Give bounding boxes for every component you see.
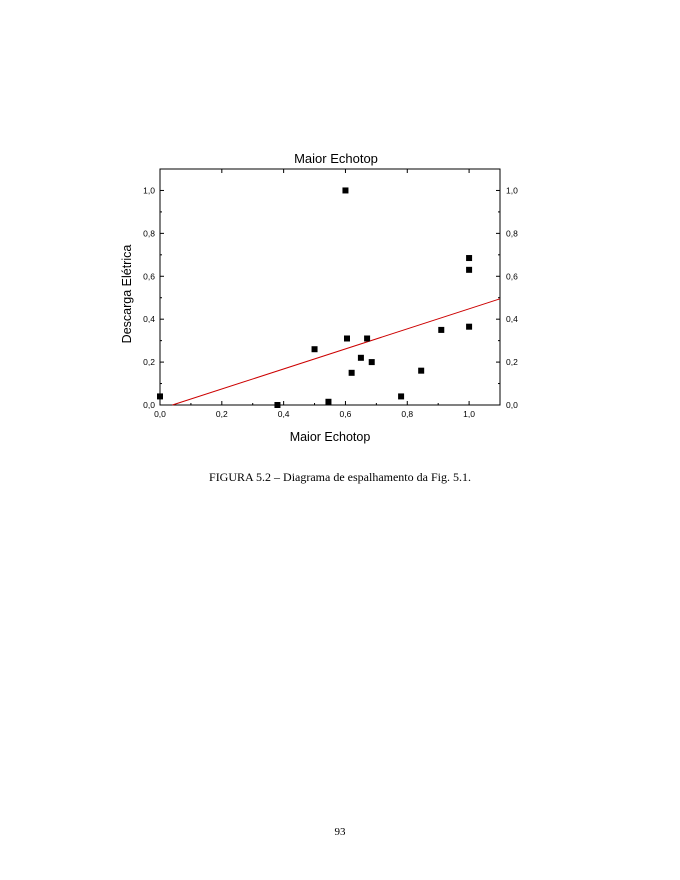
scatter-point — [357, 354, 364, 361]
scatter-point — [325, 398, 332, 405]
x-axis-label: Maior Echotop — [290, 430, 371, 444]
scatter-point — [398, 393, 405, 400]
scatter-points — [157, 187, 473, 408]
scatter-point — [311, 346, 318, 353]
scatter-point — [368, 359, 375, 366]
y-tick-label: 0,8 — [143, 228, 155, 238]
scatter-point — [364, 335, 371, 342]
x-tick-label: 0,0 — [154, 409, 166, 419]
x-tick-label: 0,4 — [278, 409, 290, 419]
y-tick-label: 0,0 — [143, 400, 155, 410]
y-tick-label-right: 0,2 — [506, 357, 518, 367]
y-tick-label-right: 0,0 — [506, 400, 518, 410]
x-tick-label: 0,8 — [401, 409, 413, 419]
y-axis-ticks: 0,0 0,0 0,2 0,2 0,4 0,4 0,6 0,6 0,8 0,8 1,0 1,0 — [143, 168, 518, 410]
scatter-point — [466, 255, 473, 262]
y-tick-label: 0,4 — [143, 314, 155, 324]
scatter-point — [157, 393, 163, 400]
y-tick-label-right: 0,4 — [506, 314, 518, 324]
trendline — [172, 298, 501, 406]
y-tick-label: 0,6 — [143, 271, 155, 281]
y-tick-label-right: 0,6 — [506, 271, 518, 281]
page-number: 93 — [334, 826, 346, 838]
scatter-point — [344, 335, 350, 342]
y-tick-label-right: 0,8 — [506, 228, 518, 238]
scatter-point — [342, 187, 349, 194]
figure-caption: FIGURA 5.2 – Diagrama de espalhamento da… — [209, 470, 471, 484]
trendline-group — [172, 298, 501, 406]
x-tick-label: 0,6 — [340, 409, 352, 419]
scatter-point — [466, 266, 473, 273]
x-tick-label: 1,0 — [463, 409, 475, 419]
plot-border — [159, 168, 501, 406]
scatter-point — [274, 402, 281, 408]
y-tick-label: 1,0 — [143, 185, 155, 195]
scatter-point — [438, 326, 445, 333]
x-axis-ticks: 0,0 0,2 0,4 0,6 0,8 1,0 — [154, 169, 501, 419]
chart-title: Maior Echotop — [294, 151, 378, 166]
y-tick-label-right: 1,0 — [506, 185, 518, 195]
y-tick-label: 0,2 — [143, 357, 155, 367]
scatter-point — [348, 369, 355, 376]
plot-frame — [159, 168, 501, 406]
scatter-point — [418, 367, 425, 374]
scatter-point — [466, 323, 473, 330]
x-tick-label: 0,2 — [216, 409, 228, 419]
y-axis-label: Descarga Elétrica — [120, 245, 134, 344]
